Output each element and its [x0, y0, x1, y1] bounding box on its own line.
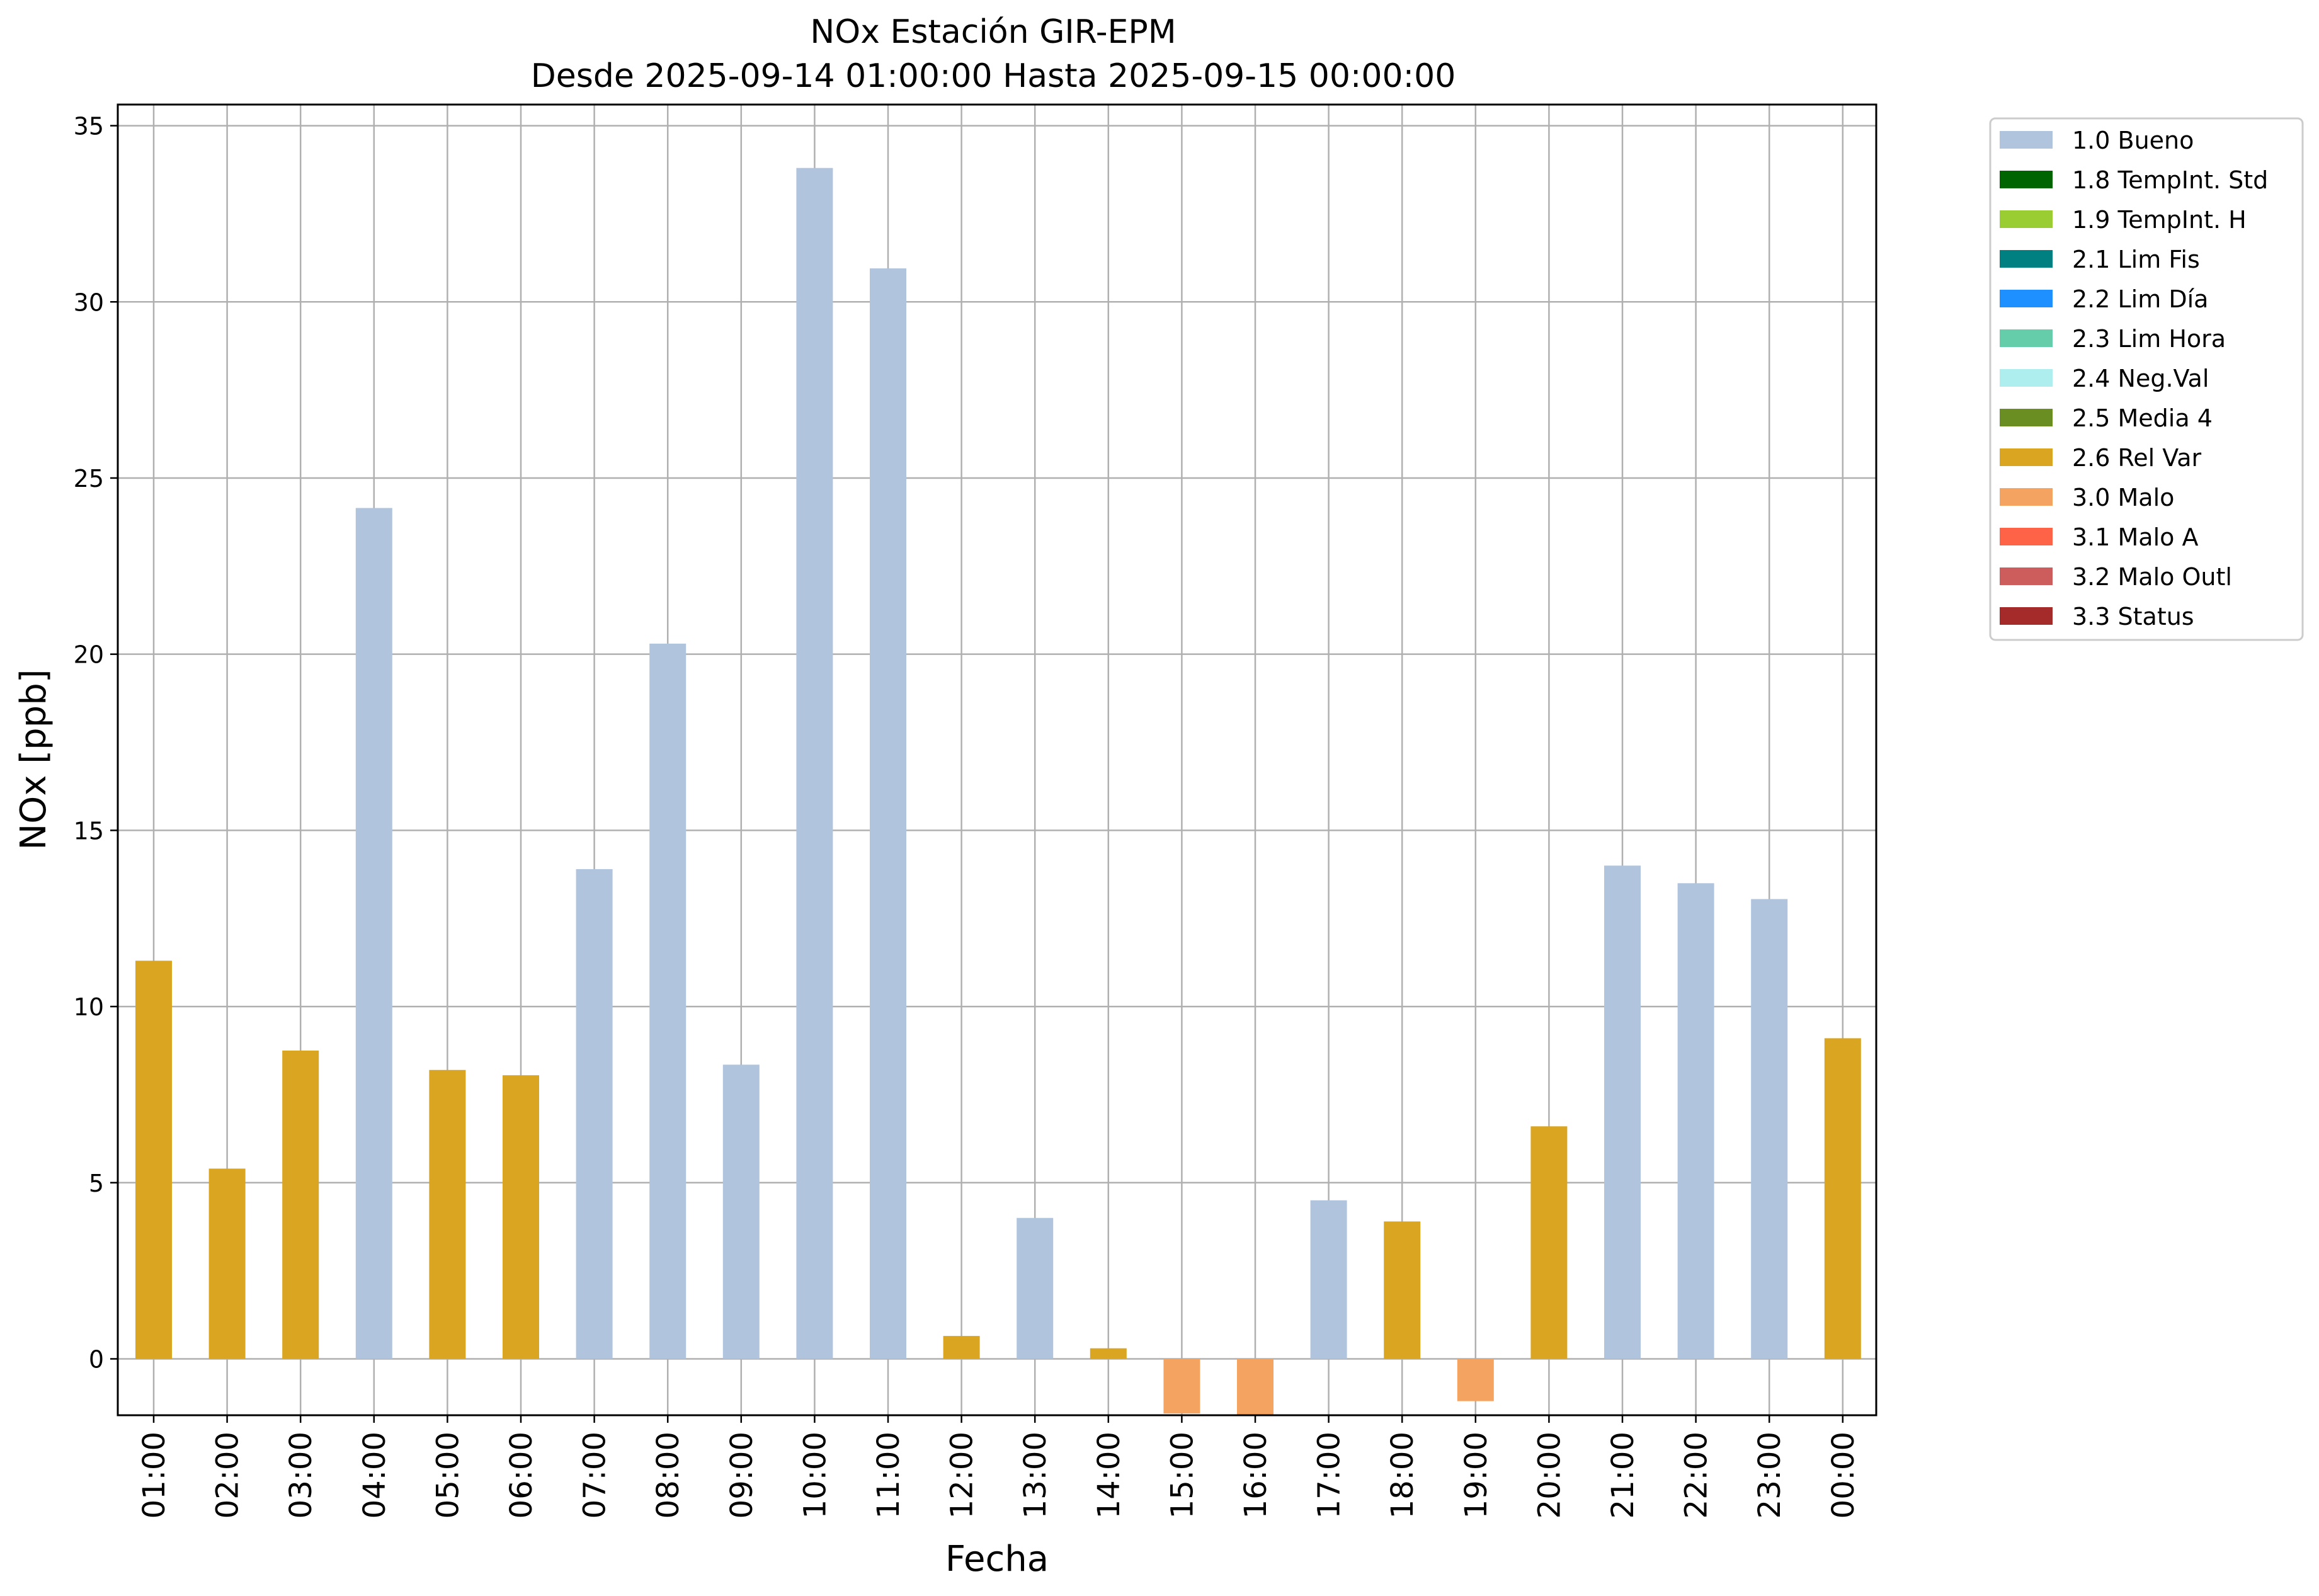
bar-0900 [722, 1064, 760, 1359]
legend-label: 2.5 Media 4 [2072, 404, 2213, 432]
bar-0500 [429, 1069, 466, 1359]
x-tick-label: 22:00 [1679, 1432, 1714, 1519]
bar-0000 [1824, 1038, 1861, 1359]
x-tick-label: 17:00 [1312, 1432, 1347, 1519]
y-tick-label: 25 [74, 465, 104, 493]
bar-1200 [943, 1336, 980, 1359]
legend-label: 2.3 Lim Hora [2072, 325, 2226, 353]
bar-1900 [1457, 1359, 1494, 1401]
legend-swatch [2000, 369, 2053, 387]
x-tick-label: 11:00 [871, 1432, 906, 1519]
legend-label: 3.0 Malo [2072, 484, 2174, 511]
x-axis-label: Fecha [945, 1539, 1049, 1580]
y-tick-label: 30 [74, 288, 104, 316]
x-tick-label: 09:00 [724, 1432, 760, 1519]
bar-1700 [1310, 1200, 1347, 1359]
plot-frame [117, 103, 1877, 1416]
x-tick-label: 19:00 [1459, 1432, 1494, 1519]
x-tick-label: 12:00 [945, 1432, 980, 1519]
x-tick-label: 06:00 [504, 1432, 539, 1519]
x-tick-label: 21:00 [1605, 1432, 1641, 1519]
bar-1100 [870, 268, 906, 1359]
y-tick-label: 5 [89, 1170, 104, 1197]
y-tick-label: 10 [74, 993, 104, 1021]
legend: 1.0 Bueno 1.8 TempInt. Std 1.9 TempInt. H 2… [1989, 117, 2304, 641]
y-tick-label: 0 [89, 1345, 104, 1373]
x-tick-label: 03:00 [283, 1432, 319, 1519]
legend-swatch [2000, 488, 2053, 506]
x-tick-label: 02:00 [210, 1432, 246, 1519]
x-tick-label: 04:00 [357, 1432, 392, 1519]
legend-label: 3.1 Malo A [2072, 523, 2198, 551]
x-tick-label: 00:00 [1826, 1432, 1861, 1519]
x-tick-label: 05:00 [430, 1432, 465, 1519]
legend-label: 2.6 Rel Var [2072, 444, 2202, 472]
bar-1300 [1017, 1217, 1054, 1359]
bar-0700 [576, 869, 613, 1359]
bar-0100 [135, 960, 172, 1359]
x-tick-label: 10:00 [797, 1432, 833, 1519]
x-tick-label: 15:00 [1165, 1432, 1200, 1519]
bar-0200 [208, 1168, 246, 1359]
legend-swatch [2000, 567, 2053, 585]
legend-swatch [2000, 607, 2053, 625]
bar-2100 [1604, 865, 1641, 1359]
bar-1000 [796, 168, 833, 1359]
bar-0600 [503, 1075, 539, 1359]
legend-swatch [2000, 528, 2053, 545]
x-tick-label: 16:00 [1238, 1432, 1273, 1519]
legend-label: 2.2 Lim Día [2072, 285, 2208, 313]
y-tick-label: 35 [74, 113, 104, 140]
legend-swatch [2000, 329, 2053, 347]
x-tick-label: 20:00 [1532, 1432, 1567, 1519]
chart-title: NOx Estación GIR-EPM [810, 13, 1176, 51]
legend-swatch [2000, 290, 2053, 307]
bar-1800 [1384, 1221, 1421, 1359]
x-tick-label: 23:00 [1752, 1432, 1787, 1519]
x-tick-label: 08:00 [651, 1432, 686, 1519]
y-tick-label: 15 [74, 817, 104, 845]
legend-swatch [2000, 448, 2053, 466]
legend-label: 1.0 Bueno [2072, 127, 2194, 154]
bar-0800 [649, 643, 687, 1359]
bar-2300 [1751, 899, 1788, 1359]
legend-swatch [2000, 131, 2053, 149]
bar-2200 [1677, 883, 1714, 1359]
y-tick-label: 20 [74, 641, 104, 669]
legend-swatch [2000, 250, 2053, 268]
x-tick-label: 07:00 [578, 1432, 613, 1519]
bar-2000 [1530, 1126, 1568, 1359]
legend-swatch [2000, 210, 2053, 228]
legend-label: 2.1 Lim Fis [2072, 246, 2200, 273]
x-tick-label: 18:00 [1385, 1432, 1420, 1519]
x-tick-label: 14:00 [1091, 1432, 1127, 1519]
bar-1500 [1163, 1359, 1200, 1414]
x-tick-label: 13:00 [1018, 1432, 1053, 1519]
bar-0300 [282, 1051, 319, 1359]
x-tick-label: 01:00 [137, 1432, 172, 1519]
bar-1600 [1237, 1359, 1273, 1415]
bars [135, 168, 1861, 1415]
legend-label: 3.2 Malo Outl [2072, 563, 2232, 591]
legend-swatch [2000, 409, 2053, 426]
legend-swatch [2000, 171, 2053, 188]
legend-frame [1989, 117, 2304, 641]
y-axis: 0 5 10 15 20 25 30 35 [74, 113, 118, 1373]
bar-1400 [1090, 1348, 1127, 1359]
legend-label: 1.9 TempInt. H [2072, 206, 2247, 234]
bar-0400 [355, 508, 392, 1359]
legend-label: 1.8 TempInt. Std [2072, 166, 2268, 194]
legend-label: 3.3 Status [2072, 603, 2194, 630]
x-axis: 01:00 02:00 03:00 04:00 05:00 06:00 07:00 08:00… [137, 1415, 1861, 1519]
y-axis-label: NOx [ppb] [13, 669, 54, 850]
chart-subtitle: Desde 2025-09-14 01:00:00 Hasta 2025-09-… [531, 57, 1456, 95]
legend-label: 2.4 Neg.Val [2072, 365, 2209, 392]
